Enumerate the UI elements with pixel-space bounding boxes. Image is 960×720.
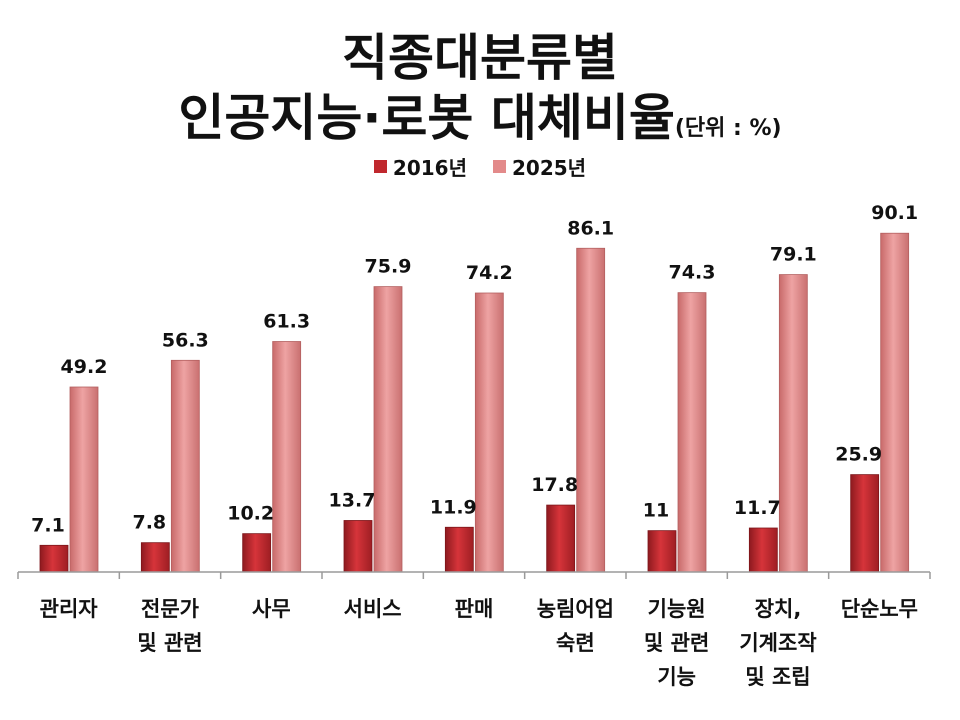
bar-2025-7 <box>778 274 808 573</box>
bar-2016-3 <box>343 520 373 573</box>
value-label-2016-5: 17.8 <box>531 474 578 496</box>
value-labels-group: 7.1 49.2 7.8 56.3 10.2 61.3 13.7 75.9 11.9 74.2 17… <box>31 202 918 536</box>
bar-2025-6 <box>677 292 707 573</box>
legend-item-2016: 2016년 <box>373 152 467 181</box>
value-label-2025-8: 90.1 <box>871 202 918 224</box>
bar-2025-2 <box>272 341 302 573</box>
bar-2016-0 <box>39 544 69 573</box>
bar-2025-5 <box>576 247 606 573</box>
value-label-2025-5: 86.1 <box>567 217 614 239</box>
value-label-2016-7: 11.7 <box>734 497 781 519</box>
bar-2016-4 <box>444 526 474 573</box>
category-label-5: 농림어업 숙련 <box>536 597 614 655</box>
category-label-0: 관리자 <box>39 597 98 621</box>
bar-2016-5 <box>546 504 576 573</box>
value-label-2016-0: 7.1 <box>31 514 65 536</box>
value-label-2025-7: 79.1 <box>770 244 817 266</box>
x-axis <box>17 571 931 579</box>
value-label-2016-3: 13.7 <box>329 489 376 511</box>
value-label-2016-8: 25.9 <box>835 444 882 466</box>
legend: 2016년 2025년 <box>0 152 960 181</box>
value-label-2025-3: 75.9 <box>365 256 412 278</box>
legend-label-2025: 2025년 <box>512 156 587 180</box>
value-label-2025-4: 74.2 <box>466 262 513 284</box>
legend-swatch-2025 <box>493 160 506 173</box>
bar-2025-1 <box>170 359 200 573</box>
category-label-7: 장치, 기계조작 및 조립 <box>739 597 817 689</box>
unit-note: (단위 : %) <box>674 116 782 141</box>
bar-2016-8 <box>850 474 880 573</box>
value-label-2025-0: 49.2 <box>61 356 108 378</box>
bars-group <box>39 232 910 573</box>
category-label-1: 전문가 및 관련 <box>137 597 203 655</box>
bar-2016-7 <box>748 527 778 573</box>
bar-2016-6 <box>647 530 677 573</box>
category-label-6: 기능원 및 관련 기능 <box>644 597 710 689</box>
category-label-3: 서비스 <box>343 597 402 621</box>
value-label-2016-6: 11 <box>643 500 669 522</box>
bar-2025-0 <box>69 386 99 573</box>
legend-item-2025: 2025년 <box>493 152 586 181</box>
bar-2016-2 <box>242 533 272 573</box>
category-label-4: 판매 <box>454 597 494 621</box>
value-label-2025-6: 74.3 <box>669 262 716 284</box>
value-label-2016-1: 7.8 <box>132 512 166 534</box>
value-label-2025-2: 61.3 <box>263 311 310 333</box>
bar-2025-8 <box>880 232 910 573</box>
chart-title-main: 인공지능·로봇 대체비율 <box>178 89 675 147</box>
bar-2025-3 <box>373 286 403 573</box>
value-label-2016-4: 11.9 <box>430 496 477 518</box>
legend-swatch-2016 <box>373 160 387 173</box>
chart-title-line2: 인공지능·로봇 대체비율(단위 : %) <box>0 88 960 159</box>
category-label-8: 단순노무 <box>840 597 918 621</box>
chart-title-line1: 직종대분류별 <box>342 29 618 87</box>
bar-2016-1 <box>140 542 170 573</box>
bar-2025-4 <box>474 292 504 573</box>
value-label-2016-2: 10.2 <box>227 503 274 525</box>
legend-label-2016: 2016년 <box>392 156 467 180</box>
value-label-2025-1: 56.3 <box>162 329 209 351</box>
category-label-2: 사무 <box>252 597 291 621</box>
